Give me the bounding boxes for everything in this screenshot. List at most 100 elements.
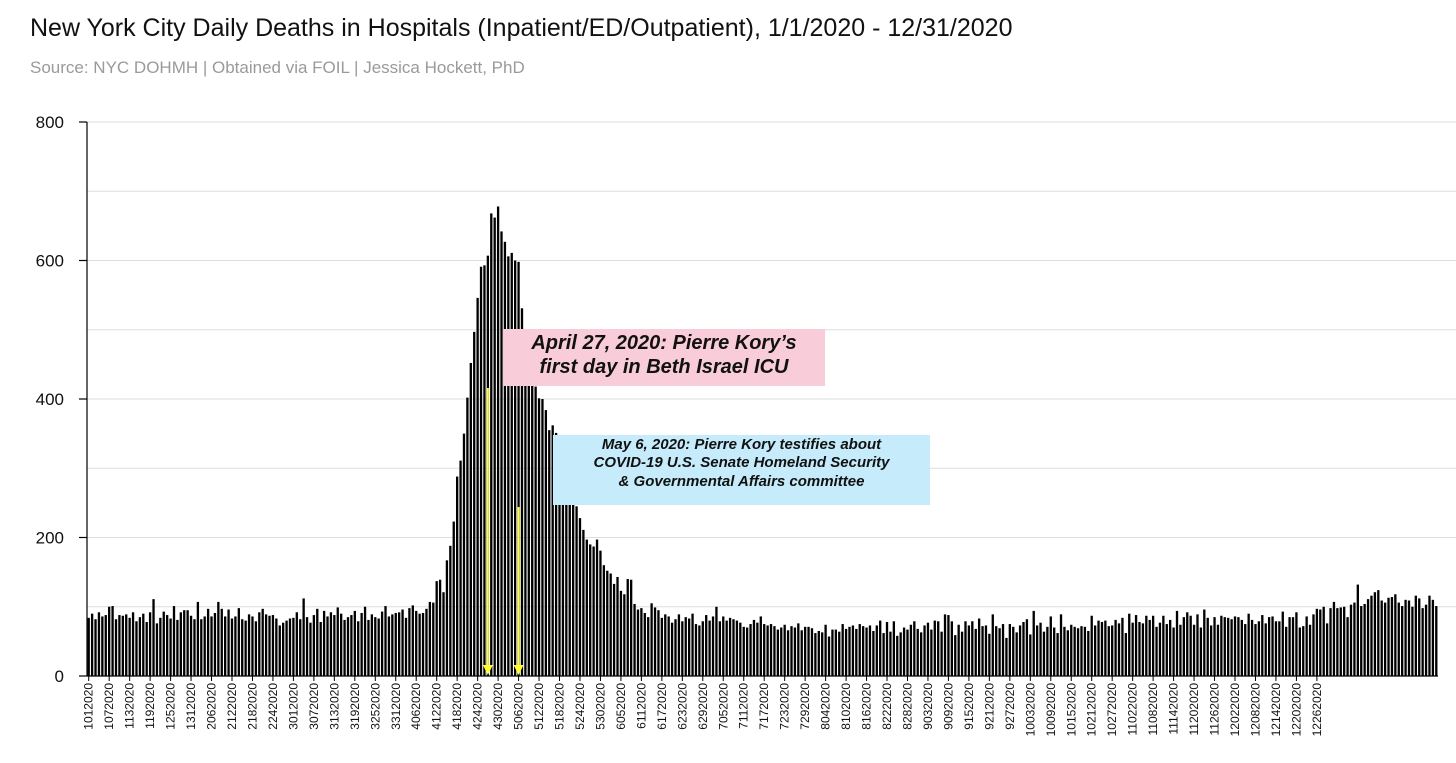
bar	[667, 616, 670, 676]
bar	[1356, 584, 1359, 676]
bar	[1076, 628, 1080, 676]
bar	[585, 539, 588, 676]
x-axis-ticks: 1012020 1072020 1132020 1192020 1252020 13120…	[82, 676, 1324, 736]
bar	[824, 624, 827, 676]
bar	[1141, 623, 1145, 676]
bar	[957, 624, 960, 676]
bar	[1278, 621, 1281, 676]
bar	[1151, 615, 1155, 676]
bar	[1411, 606, 1414, 676]
bar	[612, 583, 616, 676]
bar	[360, 612, 363, 676]
bar	[640, 608, 643, 676]
x-tick-label: 1072020	[102, 683, 116, 730]
bar	[1312, 614, 1315, 676]
bar	[490, 213, 493, 676]
bar	[514, 260, 517, 676]
bar	[647, 617, 650, 676]
bar	[531, 374, 534, 676]
y-tick-label: 200	[36, 529, 64, 548]
x-tick-label: 11202020	[1187, 683, 1201, 736]
bar	[1134, 615, 1138, 676]
bar	[418, 613, 421, 676]
bar	[947, 615, 950, 676]
bar	[1380, 600, 1383, 676]
bar	[865, 627, 868, 676]
bar	[1104, 620, 1107, 676]
bar	[606, 570, 609, 676]
bar	[776, 629, 780, 676]
bar	[261, 608, 264, 676]
bar	[237, 608, 240, 676]
x-tick-label: 8162020	[860, 683, 874, 730]
bar	[599, 550, 602, 676]
bar	[872, 630, 875, 676]
bar	[1250, 619, 1254, 676]
bar	[974, 628, 977, 676]
x-tick-label: 11022020	[1126, 683, 1140, 736]
bar	[718, 621, 722, 676]
bar	[991, 614, 994, 676]
bar	[575, 506, 578, 676]
bar	[159, 617, 162, 676]
bar	[786, 630, 790, 676]
bar	[162, 611, 165, 676]
bar	[473, 331, 476, 676]
x-tick-label: 1012020	[82, 683, 96, 730]
x-tick-label: 12022020	[1228, 683, 1242, 737]
bar	[534, 386, 537, 676]
annotation-line: April 27, 2020: Pierre Kory’s	[531, 332, 797, 354]
bar	[810, 628, 814, 676]
bar	[950, 621, 953, 676]
bar	[1244, 624, 1247, 676]
bar	[1291, 617, 1295, 676]
bar	[674, 619, 677, 676]
bar	[367, 619, 370, 676]
x-tick-label: 9152020	[962, 683, 976, 730]
bar	[875, 625, 878, 676]
bar	[954, 635, 957, 676]
bar	[1288, 617, 1291, 676]
bar	[749, 624, 752, 676]
bar	[896, 635, 899, 676]
bar	[1179, 624, 1182, 676]
bar	[1220, 615, 1223, 676]
bar	[1138, 621, 1141, 676]
bar	[1233, 616, 1237, 676]
x-tick-label: 4242020	[471, 683, 485, 730]
bar	[988, 633, 991, 676]
bar	[131, 612, 135, 676]
gridlines	[87, 121, 1456, 608]
bar	[1158, 622, 1162, 676]
bar	[626, 579, 629, 676]
bar	[728, 617, 732, 676]
bar	[578, 518, 582, 676]
bar	[384, 606, 387, 676]
bar	[155, 623, 159, 676]
bar	[1049, 616, 1052, 676]
bar	[282, 622, 285, 676]
bar	[1001, 624, 1005, 676]
x-tick-label: 11262020	[1208, 683, 1222, 736]
bar	[285, 620, 288, 676]
bar	[370, 614, 374, 676]
bar	[670, 622, 674, 676]
x-tick-label: 10032020	[1023, 683, 1037, 737]
bar	[251, 616, 254, 676]
bar	[827, 636, 831, 676]
bar	[1070, 624, 1073, 676]
bar	[340, 613, 343, 676]
bar	[1370, 595, 1373, 676]
bar	[664, 614, 667, 676]
bar	[213, 612, 217, 676]
bar	[1325, 623, 1329, 676]
x-tick-label: 11142020	[1167, 683, 1181, 735]
x-tick-label: 2182020	[245, 683, 259, 730]
bar	[432, 602, 435, 676]
bar	[374, 617, 377, 676]
bar	[691, 613, 694, 676]
bar	[892, 621, 896, 676]
bar	[1186, 612, 1189, 676]
bar	[636, 609, 640, 676]
bar	[998, 628, 1001, 676]
